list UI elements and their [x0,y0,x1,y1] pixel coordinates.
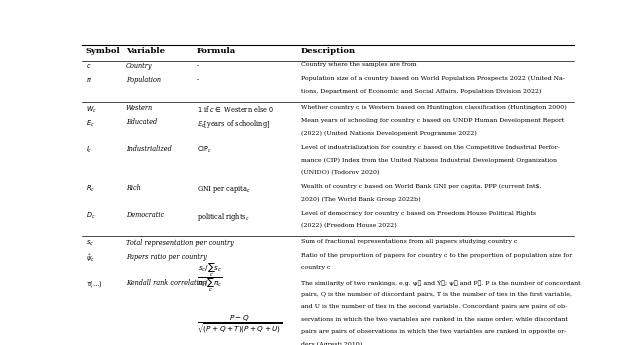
Text: Country where the samples are from: Country where the samples are from [301,62,416,67]
Text: $R_c$: $R_c$ [86,184,95,194]
Text: Democratic: Democratic [125,210,164,219]
Text: Mean years of schooling for country c based on UNDP Human Development Report: Mean years of schooling for country c ba… [301,118,564,124]
Text: $I_c$: $I_c$ [86,145,92,155]
Text: pairs, Q is the number of discordant pairs, T is the number of ties in the first: pairs, Q is the number of discordant pai… [301,292,572,297]
Text: (UNIDO) (Todorov 2020): (UNIDO) (Todorov 2020) [301,170,380,175]
Text: $D_c$: $D_c$ [86,210,95,221]
Text: Rich: Rich [125,184,140,192]
Text: (2022) (United Nations Development Programme 2022): (2022) (United Nations Development Progr… [301,131,476,136]
Text: $\dfrac{s_c/\sum_c s_c}{\pi_c/\sum_c \pi_c}$: $\dfrac{s_c/\sum_c s_c}{\pi_c/\sum_c \pi… [196,262,222,294]
Text: $\dfrac{P-Q}{\sqrt{(P+Q+T)(P+Q+U)}}$: $\dfrac{P-Q}{\sqrt{(P+Q+T)(P+Q+U)}}$ [196,313,282,335]
Text: Population: Population [125,76,161,84]
Text: $s_c$: $s_c$ [86,239,93,248]
Text: Level of industrialization for country c based on the Competitive Industrial Per: Level of industrialization for country c… [301,145,559,150]
Text: political rights$_c$: political rights$_c$ [196,210,249,223]
Text: tions, Department of Economic and Social Affairs, Population Division 2022): tions, Department of Economic and Social… [301,89,541,94]
Text: The similarity of two rankings, e.g. ψ⃗ and Ẏ⃗; ψ⃗ and Ṕ⃗. P is the number of co: The similarity of two rankings, e.g. ψ⃗ … [301,279,580,286]
Text: -: - [196,76,199,84]
Text: Formula: Formula [196,47,236,55]
Text: pairs are pairs of observations in which the two variables are ranked in opposit: pairs are pairs of observations in which… [301,329,566,334]
Text: Variable: Variable [125,47,164,55]
Text: Description: Description [301,47,356,55]
Text: Kendall rank correlation: Kendall rank correlation [125,279,206,287]
Text: Level of democracy for country c based on Freedom House Political Rights: Level of democracy for country c based o… [301,210,536,216]
Text: (2022) (Freedom House 2022): (2022) (Freedom House 2022) [301,223,396,228]
Text: -: - [196,62,199,70]
Text: GNI per capita$_c$: GNI per capita$_c$ [196,184,250,195]
Text: $E_c$: $E_c$ [86,118,95,129]
Text: $W_c$: $W_c$ [86,104,97,115]
Text: Symbol: Symbol [86,47,121,55]
Text: Whether country c is Western based on Huntington classification (Huntington 2000: Whether country c is Western based on Hu… [301,104,566,110]
Text: $\tau(\ldots)$: $\tau(\ldots)$ [86,279,103,289]
Text: Educated: Educated [125,118,157,126]
Text: ders (Agresti 2010).: ders (Agresti 2010). [301,342,364,345]
Text: and U is the number of ties in the second variable. Concordant pairs are pairs o: and U is the number of ties in the secon… [301,304,567,309]
Text: $\hat{\psi}_c$: $\hat{\psi}_c$ [86,253,95,264]
Text: $\pi$: $\pi$ [86,76,92,84]
Text: Sum of fractional representations from all papers studying country c: Sum of fractional representations from a… [301,239,517,244]
Text: Western: Western [125,104,153,112]
Text: Total representation per country: Total representation per country [125,239,234,247]
Text: Ratio of the proportion of papers for country c to the proportion of population : Ratio of the proportion of papers for co… [301,253,572,258]
Text: mance (CIP) Index from the United Nations Industrial Development Organization: mance (CIP) Index from the United Nation… [301,157,557,163]
Text: country c: country c [301,265,330,270]
Text: Country: Country [125,62,152,70]
Text: $1$ if $c \in$ Western else $0$: $1$ if $c \in$ Western else $0$ [196,104,274,114]
Text: Population size of a country based on World Population Prospects 2022 (United Na: Population size of a country based on Wo… [301,76,564,81]
Text: 2020) (The World Bank Group 2022b): 2020) (The World Bank Group 2022b) [301,197,420,202]
Text: Papers ratio per country: Papers ratio per country [125,253,206,261]
Text: Industrialized: Industrialized [125,145,172,153]
Text: servations in which the two variables are ranked in the same order, while discor: servations in which the two variables ar… [301,317,568,322]
Text: $\mathrm{CIP}_c$: $\mathrm{CIP}_c$ [196,145,211,155]
Text: Wealth of country c based on World Bank GNI per capita, PPP (current Int$,: Wealth of country c based on World Bank … [301,184,541,189]
Text: $c$: $c$ [86,62,92,70]
Text: $\mathbb{E}_c[$years of schooling$]$: $\mathbb{E}_c[$years of schooling$]$ [196,118,270,130]
Text: -: - [196,239,199,247]
